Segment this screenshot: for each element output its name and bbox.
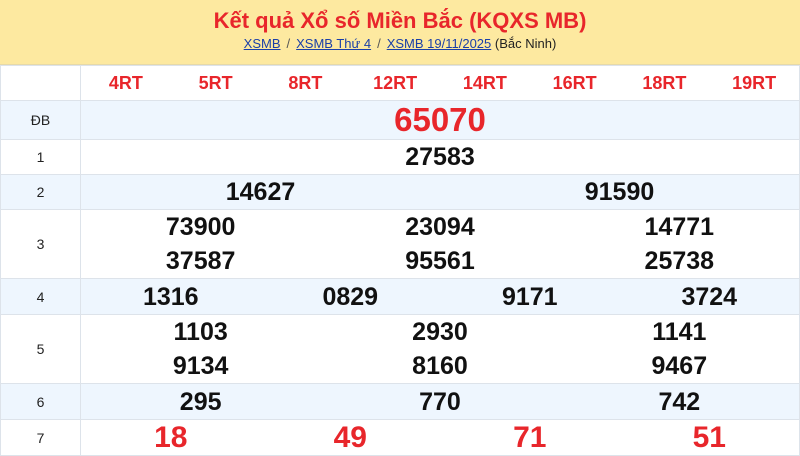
prize-number: 742 bbox=[658, 387, 701, 416]
code: 14RT bbox=[462, 72, 507, 93]
prize-number: 14627 bbox=[225, 178, 296, 206]
prize-number: 9134 bbox=[172, 352, 229, 380]
prize-number: 73900 bbox=[165, 213, 236, 241]
prize-number: 27583 bbox=[405, 143, 475, 171]
prize-row-1: 1 27583 bbox=[0, 139, 800, 175]
results-table: 4RT 5RT 8RT 12RT 14RT 16RT 18RT 19RT ĐB … bbox=[0, 65, 800, 456]
prize-row-5: 5 1103 2930 1141 9134 8160 9467 bbox=[0, 314, 800, 384]
prize-row-7: 7 18 49 71 51 bbox=[0, 419, 800, 456]
prize-number: 9171 bbox=[501, 282, 558, 311]
breadcrumb-xsmb-date[interactable]: XSMB 19/11/2025 bbox=[386, 36, 492, 51]
prize-row-3: 3 73900 23094 14771 37587 95561 25738 bbox=[0, 209, 800, 279]
prize-label: 7 bbox=[0, 419, 81, 456]
prize-label: 1 bbox=[0, 139, 81, 175]
prize-number: 295 bbox=[179, 387, 222, 416]
prize-number: 770 bbox=[419, 387, 461, 416]
codes-row: 4RT 5RT 8RT 12RT 14RT 16RT 18RT 19RT bbox=[0, 65, 800, 101]
prize-number: 91590 bbox=[584, 178, 655, 206]
prize-row-2: 2 14627 91590 bbox=[0, 174, 800, 210]
prize-number: 25738 bbox=[644, 247, 715, 275]
code: 8RT bbox=[288, 72, 323, 93]
prize-number: 23094 bbox=[405, 213, 475, 241]
prize-row-6: 6 295 770 742 bbox=[0, 383, 800, 420]
prize-number: 14771 bbox=[644, 213, 715, 241]
page-header: Kết quả Xổ số Miền Bắc (KQXS MB) XSMB / XS… bbox=[0, 0, 800, 65]
prize-number: 51 bbox=[692, 420, 726, 454]
prize-number: 3724 bbox=[681, 282, 738, 311]
prize-number: 8160 bbox=[412, 352, 468, 380]
province: (Bắc Ninh) bbox=[494, 36, 557, 51]
code: 12RT bbox=[373, 72, 418, 93]
prize-number: 65070 bbox=[394, 101, 486, 138]
prize-number: 18 bbox=[154, 420, 188, 454]
prize-number: 37587 bbox=[165, 247, 236, 275]
code: 19RT bbox=[732, 72, 777, 93]
prize-label: 4 bbox=[0, 278, 81, 315]
prize-label: ĐB bbox=[0, 100, 81, 140]
prize-number: 1141 bbox=[652, 318, 707, 346]
breadcrumb-xsmb[interactable]: XSMB bbox=[243, 36, 281, 51]
prize-row-4: 4 1316 0829 9171 3724 bbox=[0, 278, 800, 315]
prize-number: 0829 bbox=[322, 282, 379, 311]
prize-label: 6 bbox=[0, 383, 81, 420]
breadcrumb-separator: / bbox=[286, 36, 291, 51]
prize-label: 5 bbox=[0, 314, 81, 384]
code: 16RT bbox=[552, 72, 597, 93]
prize-number: 49 bbox=[333, 420, 367, 454]
empty-cell bbox=[0, 65, 81, 101]
breadcrumb: XSMB / XSMB Thứ 4 / XSMB 19/11/2025 (Bắc Nin… bbox=[0, 36, 800, 51]
page-title: Kết quả Xổ số Miền Bắc (KQXS MB) bbox=[213, 8, 587, 33]
prize-label: 3 bbox=[0, 209, 81, 279]
code: 4RT bbox=[108, 72, 143, 93]
code: 5RT bbox=[198, 72, 233, 93]
prize-number: 2930 bbox=[412, 318, 468, 346]
prize-label: 2 bbox=[0, 174, 81, 210]
prize-row-special: ĐB 65070 bbox=[0, 100, 800, 140]
prize-number: 9467 bbox=[651, 352, 708, 380]
prize-number: 1103 bbox=[173, 318, 228, 346]
prize-number: 71 bbox=[513, 420, 547, 454]
prize-number: 1316 bbox=[142, 282, 199, 311]
code: 18RT bbox=[642, 72, 687, 93]
breadcrumb-xsmb-thu4[interactable]: XSMB Thứ 4 bbox=[296, 36, 372, 51]
prize-number: 95561 bbox=[405, 247, 475, 275]
breadcrumb-separator: / bbox=[377, 36, 381, 51]
